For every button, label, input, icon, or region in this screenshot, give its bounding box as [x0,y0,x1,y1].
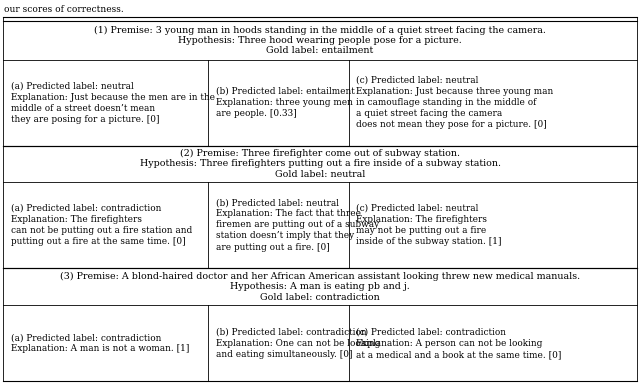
Text: (b) Predicted label: neutral
Explanation: The fact that three
firemen are puttin: (b) Predicted label: neutral Explanation… [216,198,379,252]
Text: (a) Predicted label: neutral
Explanation: Just because the men are in the
middle: (a) Predicted label: neutral Explanation… [11,82,215,124]
Text: (c) Predicted label: neutral
Explanation: Just because three young man
in camouf: (c) Predicted label: neutral Explanation… [356,76,554,129]
Text: (c) Predicted label: neutral
Explanation: The firefighters
may not be putting ou: (c) Predicted label: neutral Explanation… [356,204,502,246]
Text: (2) Premise: Three firefighter come out of subway station.
Hypothesis: Three fir: (2) Premise: Three firefighter come out … [140,149,500,178]
Text: (c) Predicted label: contradiction
Explanation: A person can not be looking
at a: (c) Predicted label: contradiction Expla… [356,327,562,359]
Text: (a) Predicted label: contradiction
Explanation: A man is not a woman. [1]: (a) Predicted label: contradiction Expla… [11,333,189,353]
Text: (b) Predicted label: entailment
Explanation: three young men
are people. [0.33]: (b) Predicted label: entailment Explanat… [216,87,355,118]
Text: our scores of correctness.: our scores of correctness. [4,5,124,14]
Text: (3) Premise: A blond-haired doctor and her African American assistant looking th: (3) Premise: A blond-haired doctor and h… [60,272,580,302]
Text: (b) Predicted label: contradiction
Explanation: One can not be looking
and eatin: (b) Predicted label: contradiction Expla… [216,327,380,359]
Text: (1) Premise: 3 young man in hoods standing in the middle of a quiet street facin: (1) Premise: 3 young man in hoods standi… [94,25,546,55]
Text: (a) Predicted label: contradiction
Explanation: The firefighters
can not be putt: (a) Predicted label: contradiction Expla… [11,204,192,246]
